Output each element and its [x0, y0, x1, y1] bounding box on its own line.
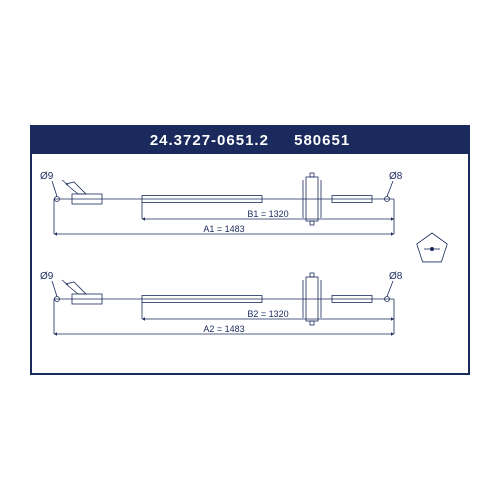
drawing-svg: Ø9 Ø8 B1 = 1320A1 = 1483 Ø9 Ø8 B2 = 1320A2 = …: [32, 154, 468, 370]
part-number: 24.3727-0651.2: [150, 132, 269, 149]
drawing-frame: 24.3727-0651.2 580651 Ø9 Ø8 B1 = 1320A1 = …: [30, 125, 470, 375]
part-code: 580651: [294, 132, 350, 149]
svg-text:B1 = 1320: B1 = 1320: [247, 209, 288, 219]
svg-text:Ø8: Ø8: [389, 271, 403, 282]
svg-text:Ø9: Ø9: [40, 271, 54, 282]
svg-text:Ø8: Ø8: [389, 171, 403, 182]
svg-text:A1 = 1483: A1 = 1483: [203, 224, 244, 234]
header-bar: 24.3727-0651.2 580651: [32, 127, 468, 154]
svg-text:A2 = 1483: A2 = 1483: [203, 324, 244, 334]
svg-text:B2 = 1320: B2 = 1320: [247, 309, 288, 319]
svg-text:Ø9: Ø9: [40, 171, 54, 182]
